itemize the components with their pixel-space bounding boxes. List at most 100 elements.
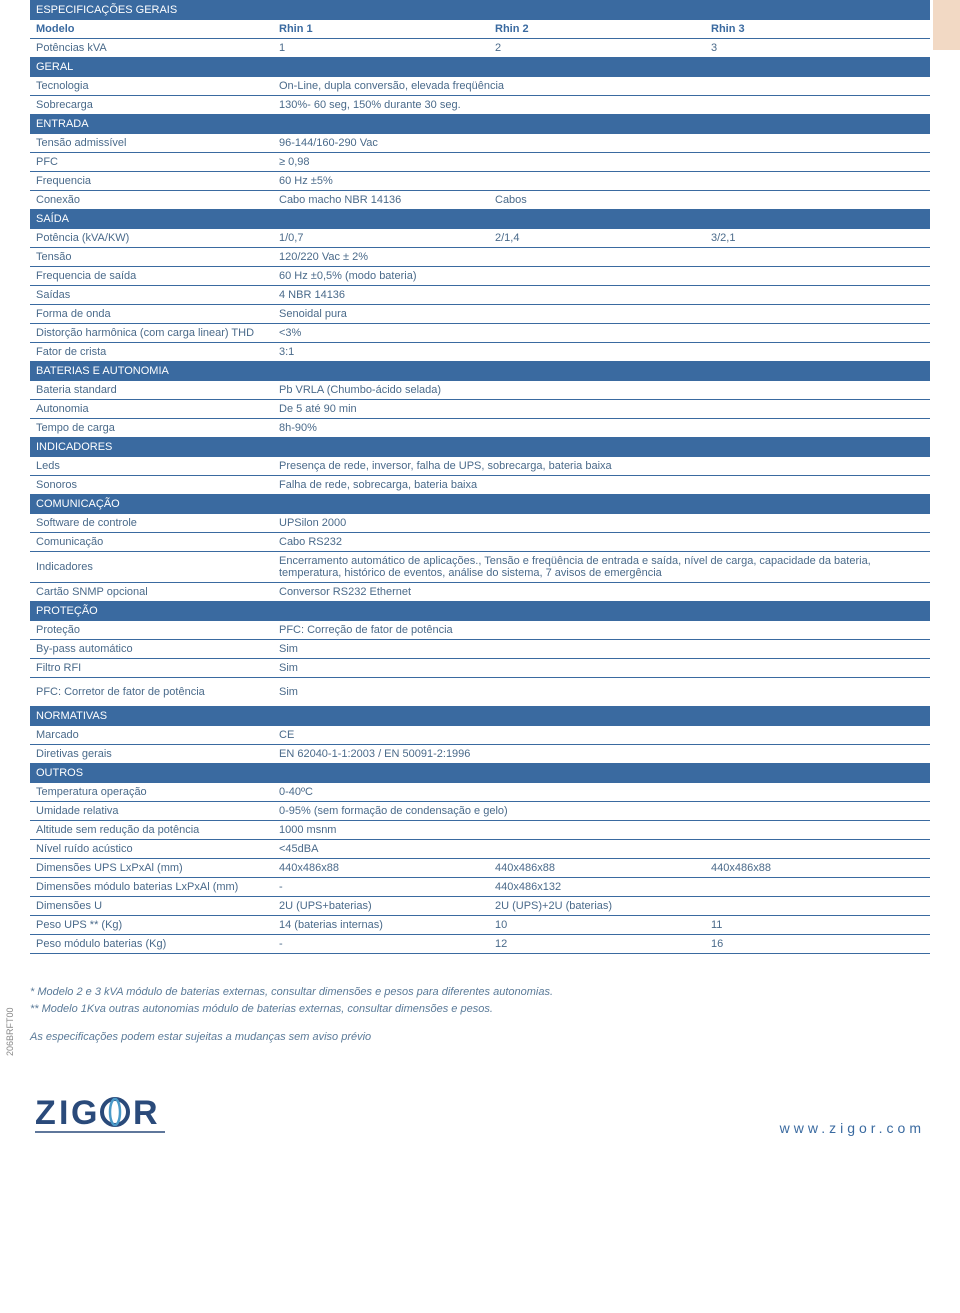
bat-std-label: Bateria standard — [30, 381, 273, 400]
table-row: Tempo de carga 8h-90% — [30, 419, 930, 438]
sonoros-label: Sonoros — [30, 476, 273, 495]
table-row: PFC: Corretor de fator de potência Sim — [30, 678, 930, 707]
dim-bat-label: Dimensões módulo baterias LxPxAl (mm) — [30, 878, 273, 897]
peso-bat-3: 16 — [705, 935, 930, 954]
table-row: By-pass automático Sim — [30, 640, 930, 659]
marcado-label: Marcado — [30, 726, 273, 745]
forma-value: Senoidal pura — [273, 305, 930, 324]
altitude-value: 1000 msnm — [273, 821, 930, 840]
diretivas-label: Diretivas gerais — [30, 745, 273, 764]
table-row: Filtro RFI Sim — [30, 659, 930, 678]
protecao-label: Proteção — [30, 621, 273, 640]
table-row: Tensão 120/220 Vac ± 2% — [30, 248, 930, 267]
snmp-value: Conversor RS232 Ethernet — [273, 583, 930, 602]
marcado-value: CE — [273, 726, 930, 745]
peso-bat-label: Peso módulo baterias (Kg) — [30, 935, 273, 954]
footnotes: * Modelo 2 e 3 kVA módulo de baterias ex… — [30, 984, 930, 1046]
table-row: Frequencia 60 Hz ±5% — [30, 172, 930, 191]
table-row: Fator de crista 3:1 — [30, 343, 930, 362]
ruido-value: <45dBA — [273, 840, 930, 859]
ruido-label: Nível ruído acústico — [30, 840, 273, 859]
company-logo: Z I G R — [35, 1086, 185, 1136]
table-row: Conexão Cabo macho NBR 14136 Cabos — [30, 191, 930, 210]
section-geral: GERAL — [30, 58, 930, 77]
section-normativas: NORMATIVAS — [30, 707, 930, 726]
dim-bat-1: - — [273, 878, 489, 897]
document-id: 206BRFT00 — [5, 1007, 15, 1056]
section-outros: OUTROS — [30, 764, 930, 783]
pot-1: 1 — [273, 39, 489, 58]
conexao-v2: Cabos — [489, 191, 930, 210]
potencias-row: Potências kVA 1 2 3 — [30, 39, 930, 58]
table-row: Diretivas gerais EN 62040-1-1:2003 / EN … — [30, 745, 930, 764]
rfi-value: Sim — [273, 659, 930, 678]
model-1: Rhin 1 — [273, 20, 489, 39]
carga-label: Tempo de carga — [30, 419, 273, 438]
freq-value: 60 Hz ±5% — [273, 172, 930, 191]
model-3: Rhin 3 — [705, 20, 930, 39]
potencias-label: Potências kVA — [30, 39, 273, 58]
dim-ups-2: 440x486x88 — [489, 859, 705, 878]
snmp-label: Cartão SNMP opcional — [30, 583, 273, 602]
sobrecarga-value: 130%- 60 seg, 150% durante 30 seg. — [273, 96, 930, 115]
svg-text:R: R — [133, 1094, 158, 1132]
saidas-value: 4 NBR 14136 — [273, 286, 930, 305]
sonoros-value: Falha de rede, sobrecarga, bateria baixa — [273, 476, 930, 495]
software-value: UPSilon 2000 — [273, 514, 930, 533]
freq-out-value: 60 Hz ±0,5% (modo bateria) — [273, 267, 930, 286]
bypass-value: Sim — [273, 640, 930, 659]
dimu-label: Dimensões U — [30, 897, 273, 916]
dist-value: <3% — [273, 324, 930, 343]
dim-bat-23: 440x486x132 — [489, 878, 930, 897]
svg-text:I: I — [59, 1094, 68, 1132]
table-row: Nível ruído acústico <45dBA — [30, 840, 930, 859]
pot-2: 2 — [489, 39, 705, 58]
leds-label: Leds — [30, 457, 273, 476]
pot-3: 3 — [705, 39, 930, 58]
tensao-out-label: Tensão — [30, 248, 273, 267]
website-url: www.zigor.com — [780, 1120, 925, 1136]
crista-value: 3:1 — [273, 343, 930, 362]
software-label: Software de controle — [30, 514, 273, 533]
specifications-table: ESPECIFICAÇÕES GERAIS Modelo Rhin 1 Rhin… — [30, 0, 930, 954]
table-row: Potência (kVA/KW) 1/0,7 2/1,4 3/2,1 — [30, 229, 930, 248]
section-indicadores: INDICADORES — [30, 438, 930, 457]
table-row: Leds Presença de rede, inversor, falha d… — [30, 457, 930, 476]
table-row: Sobrecarga 130%- 60 seg, 150% durante 30… — [30, 96, 930, 115]
table-row: Forma de onda Senoidal pura — [30, 305, 930, 324]
diretivas-value: EN 62040-1-1:2003 / EN 50091-2:1996 — [273, 745, 930, 764]
section-saida: SAÍDA — [30, 210, 930, 229]
indicadores-com-label: Indicadores — [30, 552, 273, 583]
pfc-label: PFC — [30, 153, 273, 172]
carga-value: 8h-90% — [273, 419, 930, 438]
protecao-value: PFC: Correção de fator de potência — [273, 621, 930, 640]
table-row: PFC ≥ 0,98 — [30, 153, 930, 172]
indicadores-com-value: Encerramento automático de aplicações., … — [273, 552, 930, 583]
saidas-label: Saídas — [30, 286, 273, 305]
table-row: Software de controle UPSilon 2000 — [30, 514, 930, 533]
model-header-row: Modelo Rhin 1 Rhin 2 Rhin 3 — [30, 20, 930, 39]
comunicacao-value: Cabo RS232 — [273, 533, 930, 552]
table-row: Dimensões U 2U (UPS+baterias) 2U (UPS)+2… — [30, 897, 930, 916]
table-row: Dimensões módulo baterias LxPxAl (mm) - … — [30, 878, 930, 897]
forma-label: Forma de onda — [30, 305, 273, 324]
side-tab — [930, 0, 960, 50]
peso-bat-2: 12 — [489, 935, 705, 954]
dim-ups-label: Dimensões UPS LxPxAl (mm) — [30, 859, 273, 878]
table-row: Frequencia de saída 60 Hz ±0,5% (modo ba… — [30, 267, 930, 286]
page-footer: Z I G R www.zigor.com — [30, 1086, 930, 1136]
pfc-corr-value: Sim — [273, 678, 930, 707]
peso-ups-label: Peso UPS ** (Kg) — [30, 916, 273, 935]
table-row: Comunicação Cabo RS232 — [30, 533, 930, 552]
tecnologia-value: On-Line, dupla conversão, elevada freqüê… — [273, 77, 930, 96]
table-row: Indicadores Encerramento automático de a… — [30, 552, 930, 583]
tensao-adm-label: Tensão admissível — [30, 134, 273, 153]
autonomia-value: De 5 até 90 min — [273, 400, 930, 419]
pot-kva-2: 2/1,4 — [489, 229, 705, 248]
page-content: ESPECIFICAÇÕES GERAIS Modelo Rhin 1 Rhin… — [0, 0, 960, 1156]
dimu-23: 2U (UPS)+2U (baterias) — [489, 897, 930, 916]
umidade-value: 0-95% (sem formação de condensação e gel… — [273, 802, 930, 821]
leds-value: Presença de rede, inversor, falha de UPS… — [273, 457, 930, 476]
table-row: Tensão admissível 96-144/160-290 Vac — [30, 134, 930, 153]
sobrecarga-label: Sobrecarga — [30, 96, 273, 115]
